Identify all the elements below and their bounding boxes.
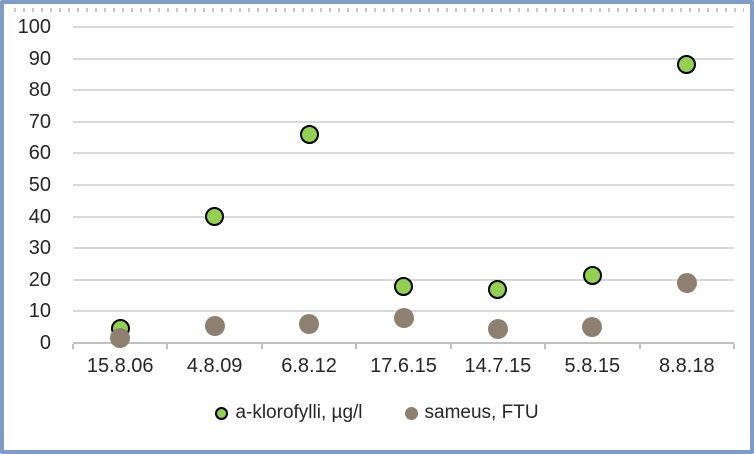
legend-label-sameus: sameus, FTU [424, 402, 539, 423]
x-axis-tick [260, 344, 263, 349]
gridline-40 [73, 215, 734, 218]
data-point-a-klorofylli-g-l [677, 55, 697, 75]
y-tick-label-70: 70 [28, 110, 51, 133]
gridline-80 [73, 89, 734, 92]
y-tick-label-20: 20 [28, 268, 51, 291]
x-tick-label-14-7-15: 14.7.15 [464, 355, 532, 377]
legend-item-a-klorofylli: a-klorofylli, µg/l [215, 402, 363, 424]
y-tick-label-80: 80 [28, 79, 51, 102]
data-point-sameus-ftu [204, 315, 225, 336]
data-point-a-klorofylli-g-l [582, 265, 602, 285]
data-point-sameus-ftu [676, 272, 697, 293]
data-point-sameus-ftu [110, 328, 131, 349]
x-axis-line [73, 342, 734, 344]
x-tick-label-15-8-06: 15.8.06 [86, 355, 154, 377]
data-point-sameus-ftu [582, 317, 603, 338]
x-tick-label-17-6-15: 17.6.15 [370, 355, 437, 377]
x-tick-label-4-8-09: 4.8.09 [186, 355, 243, 377]
legend-item-sameus: sameus, FTU [404, 402, 539, 424]
dashed-page-break-line [14, 8, 744, 12]
x-axis-tick [449, 344, 452, 349]
data-point-a-klorofylli-g-l [488, 279, 508, 299]
x-axis-tick [733, 344, 735, 349]
gridline-60 [73, 152, 734, 155]
data-point-a-klorofylli-g-l [394, 276, 413, 296]
data-point-sameus-ftu [393, 307, 414, 328]
data-point-sameus-ftu [299, 314, 320, 335]
y-tick-label-10: 10 [28, 300, 51, 323]
x-axis-tick [166, 344, 169, 349]
x-tick-label-5-8-15: 5.8.15 [564, 355, 621, 377]
data-point-a-klorofylli-g-l [299, 124, 319, 144]
y-tick-label-30: 30 [28, 237, 51, 260]
turbidity-series-marker-icon [404, 406, 418, 420]
x-axis-tick [544, 344, 547, 349]
x-tick-label-6-8-12: 6.8.12 [281, 355, 337, 377]
data-point-a-klorofylli-g-l [205, 207, 225, 227]
x-tick-label-8-8-18: 8.8.18 [658, 355, 715, 377]
y-tick-label-100: 100 [17, 16, 51, 38]
x-axis-tick [72, 344, 74, 349]
y-tick-label-0: 0 [39, 332, 51, 354]
x-axis-tick [355, 344, 358, 349]
x-axis-tick [638, 344, 641, 349]
gridline-90 [73, 57, 734, 60]
data-point-sameus-ftu [487, 318, 508, 339]
legend-label-a-klorofylli: a-klorofylli, µg/l [235, 402, 363, 423]
y-tick-label-40: 40 [28, 205, 51, 228]
gridline-50 [73, 184, 734, 186]
gridline-100 [73, 26, 734, 28]
gridline-70 [73, 120, 734, 123]
y-tick-label-50: 50 [28, 174, 51, 196]
legend: a-klorofylli, µg/l sameus, FTU [4, 402, 750, 424]
y-tick-label-60: 60 [28, 142, 51, 165]
chlorophyll-series-marker-icon [215, 406, 229, 420]
gridline-30 [73, 247, 734, 250]
y-tick-label-90: 90 [28, 47, 51, 70]
